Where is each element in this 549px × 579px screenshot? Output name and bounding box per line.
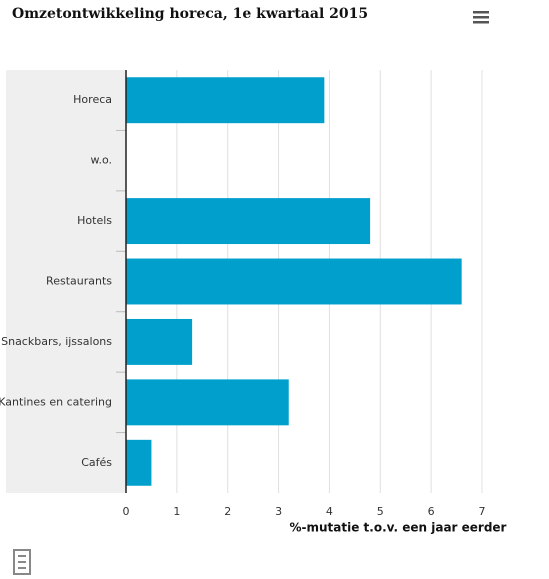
bar [126,318,193,365]
category-label: Hotels [77,214,112,227]
category-panel [6,70,126,493]
x-tick-label: 4 [326,505,333,518]
bar [126,379,289,426]
category-label: Horeca [73,93,112,106]
x-tick-label: 0 [123,505,130,518]
menu-button[interactable] [473,11,489,24]
bar [126,198,371,245]
x-tick-label: 3 [275,505,282,518]
x-tick-label: 1 [173,505,180,518]
chart-title: Omzetontwikkeling horeca, 1e kwartaal 20… [12,6,368,22]
category-label: Snackbars, ijssalons [1,335,112,348]
logo [13,549,31,575]
category-label: Kantines en catering [0,395,112,408]
x-tick-label: 6 [428,505,435,518]
category-label: w.o. [90,154,112,167]
x-axis-title: %-mutatie t.o.v. een jaar eerder [290,521,507,535]
bar [126,439,152,486]
category-label: Cafés [81,456,112,469]
category-label: Restaurants [46,275,112,288]
bar [126,77,325,124]
x-tick-label: 2 [224,505,231,518]
bar [126,258,462,305]
x-tick-label: 7 [479,505,486,518]
x-tick-label: 5 [377,505,384,518]
